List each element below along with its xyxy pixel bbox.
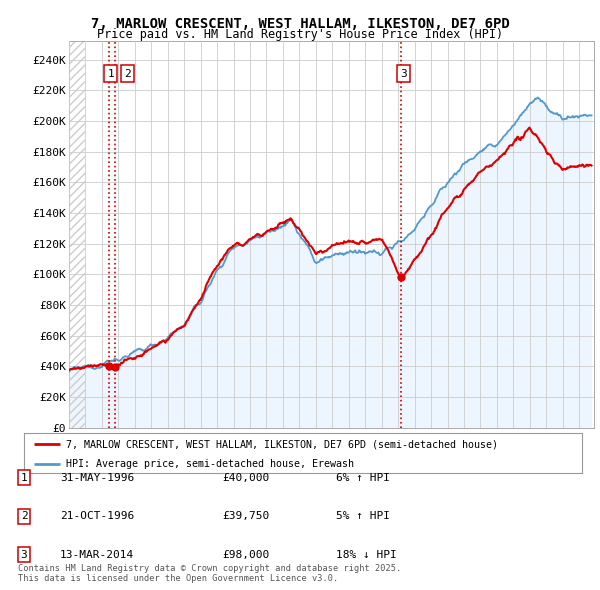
Text: 3: 3 <box>401 68 407 78</box>
Text: £39,750: £39,750 <box>222 512 269 521</box>
Text: 13-MAR-2014: 13-MAR-2014 <box>60 550 134 559</box>
Text: Contains HM Land Registry data © Crown copyright and database right 2025.
This d: Contains HM Land Registry data © Crown c… <box>18 563 401 583</box>
Text: 2: 2 <box>20 512 28 521</box>
Text: Price paid vs. HM Land Registry's House Price Index (HPI): Price paid vs. HM Land Registry's House … <box>97 28 503 41</box>
Text: HPI: Average price, semi-detached house, Erewash: HPI: Average price, semi-detached house,… <box>66 458 354 468</box>
Text: 1: 1 <box>20 473 28 483</box>
Text: £98,000: £98,000 <box>222 550 269 559</box>
Text: 1: 1 <box>107 68 115 78</box>
Text: 5% ↑ HPI: 5% ↑ HPI <box>336 512 390 521</box>
Text: 7, MARLOW CRESCENT, WEST HALLAM, ILKESTON, DE7 6PD (semi-detached house): 7, MARLOW CRESCENT, WEST HALLAM, ILKESTO… <box>66 440 498 450</box>
Text: 2: 2 <box>124 68 131 78</box>
Bar <box>69 41 85 428</box>
Text: 21-OCT-1996: 21-OCT-1996 <box>60 512 134 521</box>
Text: 31-MAY-1996: 31-MAY-1996 <box>60 473 134 483</box>
Text: 3: 3 <box>20 550 28 559</box>
Text: 18% ↓ HPI: 18% ↓ HPI <box>336 550 397 559</box>
Text: 7, MARLOW CRESCENT, WEST HALLAM, ILKESTON, DE7 6PD: 7, MARLOW CRESCENT, WEST HALLAM, ILKESTO… <box>91 17 509 31</box>
Text: £40,000: £40,000 <box>222 473 269 483</box>
Text: 6% ↑ HPI: 6% ↑ HPI <box>336 473 390 483</box>
